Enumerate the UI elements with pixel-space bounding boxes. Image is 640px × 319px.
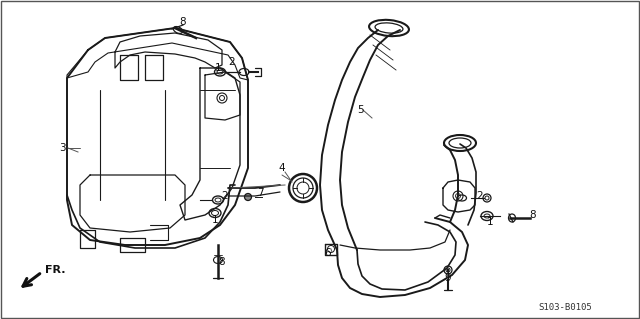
Text: 4: 4: [278, 163, 285, 173]
Text: FR.: FR.: [45, 265, 65, 275]
Text: 8: 8: [180, 17, 186, 27]
Text: 5: 5: [356, 105, 364, 115]
Text: 8: 8: [219, 257, 225, 267]
Text: 7: 7: [257, 188, 263, 198]
Text: 6: 6: [324, 248, 332, 258]
Text: 8: 8: [530, 210, 536, 220]
Ellipse shape: [244, 194, 252, 201]
Text: 1: 1: [214, 63, 221, 73]
Text: 2: 2: [228, 57, 236, 67]
Text: 1: 1: [212, 215, 218, 225]
Text: 3: 3: [59, 143, 65, 153]
Text: 1: 1: [486, 217, 493, 227]
Text: 2: 2: [221, 191, 228, 201]
Text: 2: 2: [477, 191, 483, 201]
Text: S103-B0105: S103-B0105: [538, 303, 592, 313]
Text: 9: 9: [445, 273, 451, 283]
